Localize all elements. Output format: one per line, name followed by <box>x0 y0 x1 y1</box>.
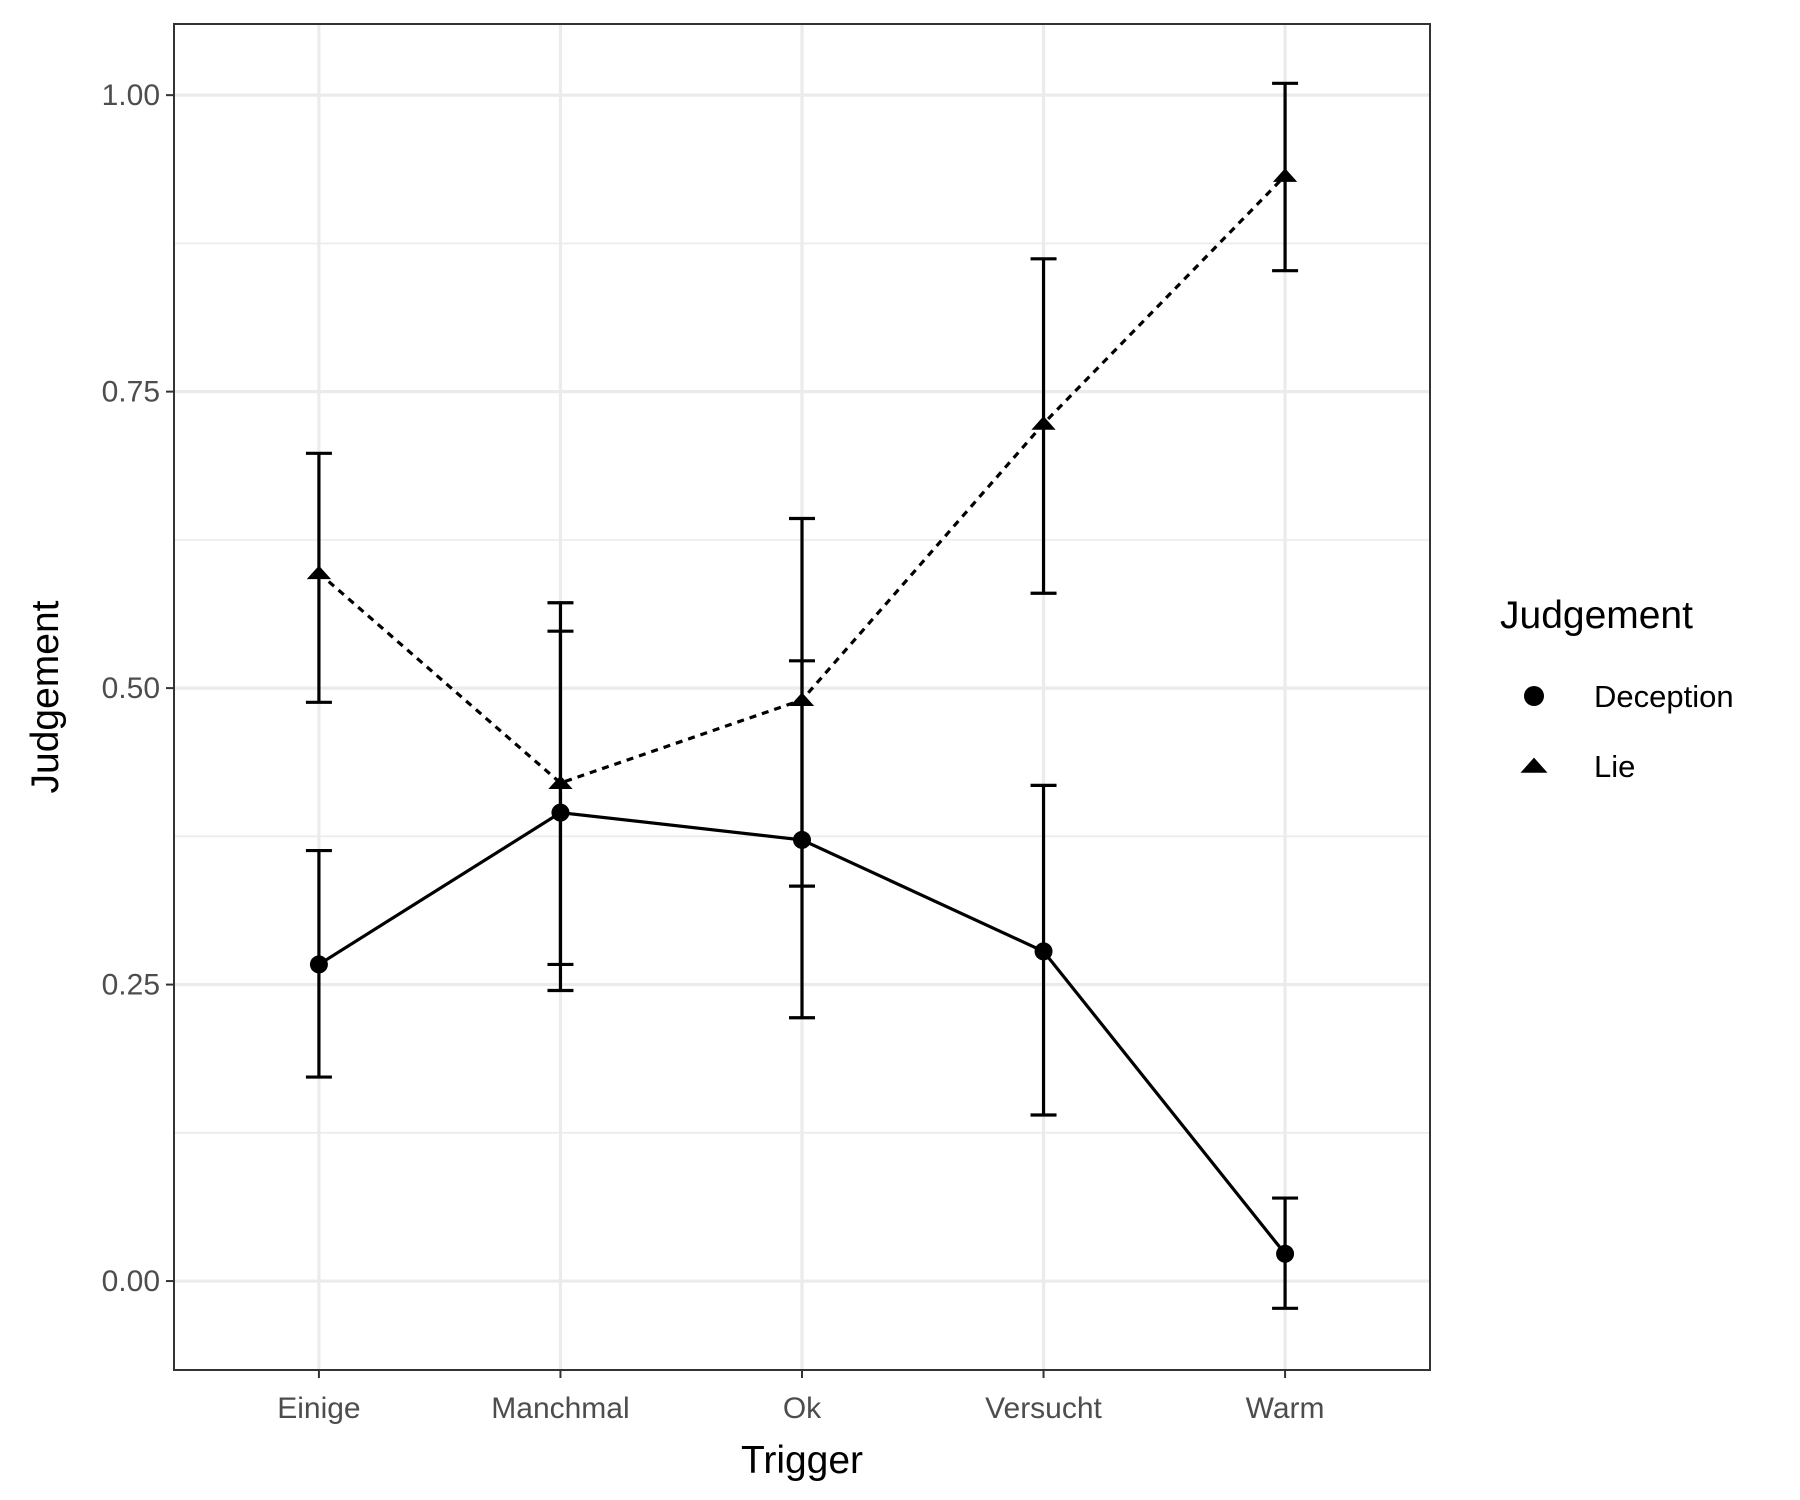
data-point-lie <box>1272 168 1298 182</box>
y-axis-title: Judgement <box>24 600 67 793</box>
data-point-deception <box>1034 942 1053 961</box>
legend-title: Judgement <box>1500 594 1693 637</box>
legend-label-lie: Lie <box>1594 749 1635 784</box>
x-tick-label: Manchmal <box>491 1392 629 1425</box>
data-point-deception <box>1276 1244 1295 1263</box>
y-tick-label: 0.00 <box>102 1265 160 1298</box>
x-axis-title: Trigger <box>741 1439 863 1482</box>
data-point-lie <box>789 692 815 707</box>
plot-series <box>305 81 1299 1310</box>
legend: Judgement Deception Lie <box>1500 594 1734 784</box>
x-tick-label: Warm <box>1246 1392 1325 1425</box>
x-tick-label: Versucht <box>985 1392 1102 1425</box>
data-point-deception <box>309 955 328 974</box>
legend-label-deception: Deception <box>1594 679 1734 714</box>
legend-items: Deception Lie <box>1520 679 1734 784</box>
x-tick-label: Ok <box>783 1392 822 1425</box>
y-tick-label: 1.00 <box>102 79 160 112</box>
data-point-lie <box>306 565 332 580</box>
legend-key-lie <box>1520 757 1548 773</box>
axes: 0.00 0.25 0.50 0.75 1.00 Einige Manchmal Ok Vers… <box>102 79 1325 1425</box>
data-point-lie <box>548 775 573 790</box>
x-tick-label: Einige <box>277 1392 360 1425</box>
y-tick-label: 0.25 <box>102 969 160 1002</box>
series-lie <box>305 81 1299 967</box>
y-tick-label: 0.50 <box>102 672 160 705</box>
y-tick-label: 0.75 <box>102 376 160 409</box>
legend-key-deception <box>1524 686 1544 706</box>
data-point-lie <box>1031 416 1056 430</box>
